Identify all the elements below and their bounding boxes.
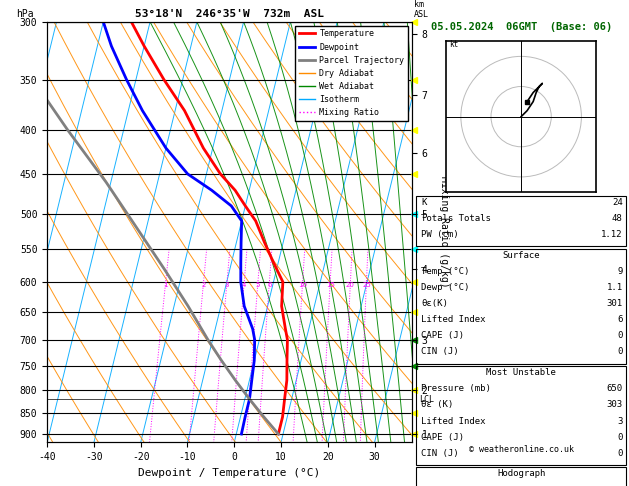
Text: θε(K): θε(K): [421, 299, 448, 309]
Text: Surface: Surface: [503, 251, 540, 260]
Text: 48: 48: [612, 214, 623, 224]
Text: Totals Totals: Totals Totals: [421, 214, 491, 224]
Text: Temp (°C): Temp (°C): [421, 267, 470, 277]
Text: 10: 10: [298, 282, 307, 288]
Text: 6: 6: [617, 315, 623, 325]
Text: 3: 3: [225, 282, 229, 288]
Text: 0: 0: [617, 433, 623, 442]
Text: CIN (J): CIN (J): [421, 347, 459, 357]
Text: 0: 0: [617, 331, 623, 341]
Legend: Temperature, Dewpoint, Parcel Trajectory, Dry Adiabat, Wet Adiabat, Isotherm, Mi: Temperature, Dewpoint, Parcel Trajectory…: [296, 26, 408, 121]
Text: 15: 15: [326, 282, 335, 288]
Text: 301: 301: [606, 299, 623, 309]
Text: 24: 24: [612, 198, 623, 208]
Text: Most Unstable: Most Unstable: [486, 368, 556, 378]
Text: 20: 20: [346, 282, 355, 288]
Y-axis label: Mixing Ratio (g/kg): Mixing Ratio (g/kg): [438, 176, 448, 288]
Text: 3: 3: [617, 417, 623, 426]
Text: 1.1: 1.1: [606, 283, 623, 293]
Text: CIN (J): CIN (J): [421, 449, 459, 458]
Text: CAPE (J): CAPE (J): [421, 331, 464, 341]
Text: 0: 0: [617, 347, 623, 357]
Text: 05.05.2024  06GMT  (Base: 06): 05.05.2024 06GMT (Base: 06): [430, 22, 612, 32]
X-axis label: Dewpoint / Temperature (°C): Dewpoint / Temperature (°C): [138, 468, 321, 478]
Text: LCL: LCL: [420, 395, 434, 403]
Text: 303: 303: [606, 400, 623, 410]
Text: Lifted Index: Lifted Index: [421, 417, 486, 426]
Text: K: K: [421, 198, 427, 208]
Text: 2: 2: [201, 282, 206, 288]
Text: Pressure (mb): Pressure (mb): [421, 384, 491, 394]
Text: 0: 0: [617, 449, 623, 458]
Text: 650: 650: [606, 384, 623, 394]
Text: 6: 6: [267, 282, 272, 288]
Text: 25: 25: [362, 282, 371, 288]
Text: 1.12: 1.12: [601, 230, 623, 240]
Text: kt: kt: [449, 40, 458, 50]
Text: © weatheronline.co.uk: © weatheronline.co.uk: [469, 445, 574, 454]
Text: 5: 5: [256, 282, 260, 288]
Text: km
ASL: km ASL: [414, 0, 429, 19]
Text: Dewp (°C): Dewp (°C): [421, 283, 470, 293]
Text: Lifted Index: Lifted Index: [421, 315, 486, 325]
Text: CAPE (J): CAPE (J): [421, 433, 464, 442]
Text: 53°18'N  246°35'W  732m  ASL: 53°18'N 246°35'W 732m ASL: [135, 9, 324, 19]
Text: θε (K): θε (K): [421, 400, 454, 410]
Text: PW (cm): PW (cm): [421, 230, 459, 240]
Text: 9: 9: [617, 267, 623, 277]
Text: 4: 4: [242, 282, 247, 288]
Text: Hodograph: Hodograph: [497, 469, 545, 479]
Text: hPa: hPa: [16, 9, 33, 19]
Text: 1: 1: [164, 282, 168, 288]
